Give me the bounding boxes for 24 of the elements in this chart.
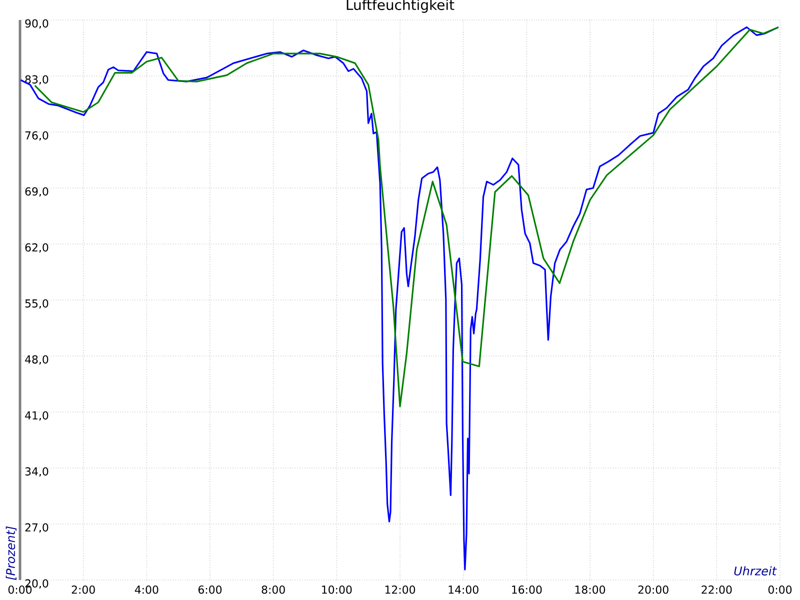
- y-axis-title: [Prozent]: [6, 526, 16, 580]
- x-tick-label: 22:00: [702, 586, 732, 594]
- x-tick-label: 18:00: [575, 586, 606, 594]
- x-tick-label: 8:00: [262, 586, 285, 594]
- y-tick-label: 83,0: [25, 75, 48, 85]
- y-tick-label: 62,0: [25, 243, 48, 253]
- x-tick-label: 12:00: [385, 586, 416, 594]
- x-tick-label: 20:00: [638, 586, 668, 594]
- x-tick-label: 2:00: [72, 586, 95, 594]
- x-tick-label: 6:00: [198, 586, 222, 594]
- x-axis-title: Uhrzeit: [734, 566, 777, 576]
- y-tick-label: 76,0: [25, 131, 48, 141]
- y-tick-label: 48,0: [25, 355, 48, 365]
- x-tick-label: 4:00: [134, 586, 158, 594]
- y-tick-label: 41,0: [25, 411, 48, 421]
- y-tick-label: 55,0: [25, 299, 48, 309]
- x-tick-label: 10:00: [322, 586, 352, 594]
- x-tick-label: 14:00: [448, 586, 478, 594]
- x-tick-label: 0:00: [768, 586, 792, 594]
- y-tick-label: 90,0: [25, 19, 48, 29]
- y-tick-label: 69,0: [25, 187, 48, 197]
- y-tick-label: 27,0: [25, 523, 48, 533]
- x-tick-label: 16:00: [512, 586, 542, 594]
- y-tick-label: 34,0: [25, 467, 48, 477]
